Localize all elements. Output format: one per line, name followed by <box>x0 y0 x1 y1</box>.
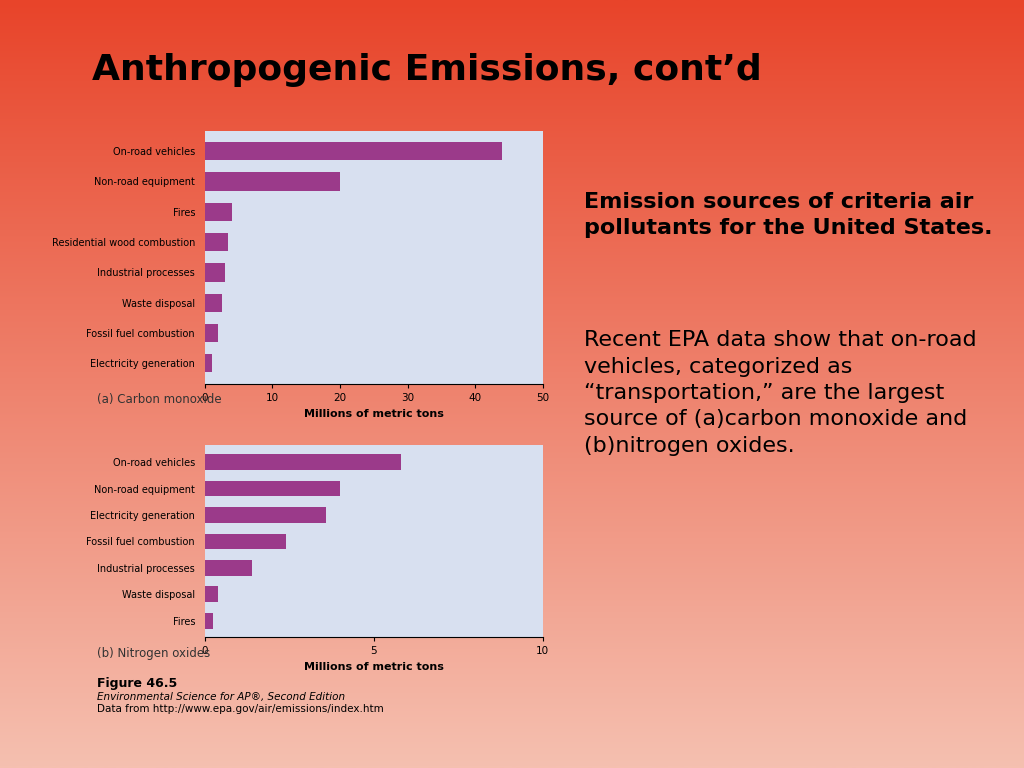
Bar <box>205 481 340 496</box>
Text: Environmental Science for AP®, Second Edition: Environmental Science for AP®, Second Ed… <box>97 693 345 703</box>
Text: Recent EPA data show that on-road
vehicles, categorized as
“transportation,” are: Recent EPA data show that on-road vehicl… <box>584 330 976 456</box>
Bar <box>205 613 213 629</box>
Bar <box>205 507 327 523</box>
Text: Figure 46.5: Figure 46.5 <box>97 677 177 690</box>
X-axis label: Millions of metric tons: Millions of metric tons <box>304 409 443 419</box>
Bar <box>205 354 212 372</box>
Bar <box>205 587 218 602</box>
Bar <box>205 324 218 343</box>
Text: (a) Carbon monoxide: (a) Carbon monoxide <box>97 393 222 406</box>
Bar <box>205 172 340 190</box>
Bar <box>205 454 400 470</box>
Text: Data from http://www.epa.gov/air/emissions/index.htm: Data from http://www.epa.gov/air/emissio… <box>97 704 384 714</box>
Text: Emission sources of criteria air
pollutants for the United States.: Emission sources of criteria air polluta… <box>584 192 992 238</box>
Text: (b) Nitrogen oxides: (b) Nitrogen oxides <box>97 647 211 660</box>
Bar <box>205 203 231 221</box>
Bar <box>205 263 225 282</box>
Bar <box>205 534 286 549</box>
Bar <box>205 233 228 251</box>
X-axis label: Millions of metric tons: Millions of metric tons <box>304 662 443 672</box>
Bar <box>205 293 222 312</box>
Bar <box>205 560 252 576</box>
Text: Anthropogenic Emissions, cont’d: Anthropogenic Emissions, cont’d <box>92 53 762 87</box>
Bar <box>205 142 502 161</box>
